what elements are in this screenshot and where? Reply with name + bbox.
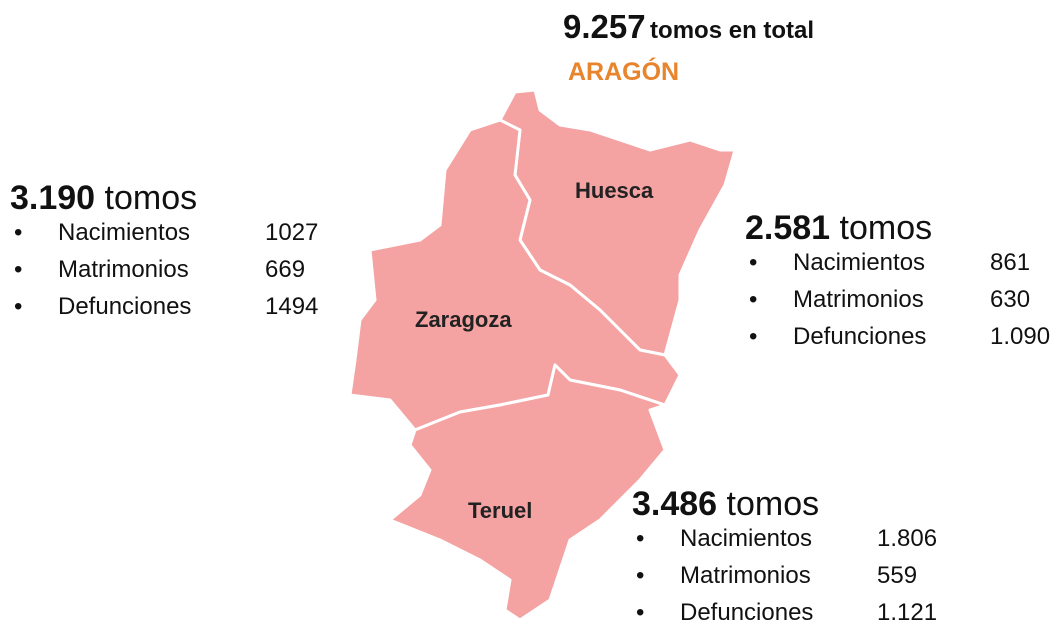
stats-block: 2.581 tomos • Nacimientos 861 • Matrimonios 63… xyxy=(745,208,1050,359)
stat-value: 1.121 xyxy=(877,599,938,626)
stat-value: 669 xyxy=(265,256,306,283)
stat-row: • Nacimientos 861 xyxy=(745,248,1030,285)
stat-label: Nacimientos xyxy=(58,219,191,246)
bullet: • xyxy=(14,293,23,320)
stat-label: Defunciones xyxy=(793,323,927,350)
stat-value: 1.806 xyxy=(877,525,938,552)
stat-row: • Defunciones 1.121 xyxy=(632,598,937,635)
stat-label: Matrimonios xyxy=(680,562,811,589)
bullet: • xyxy=(14,256,23,283)
block-title: 3.486 tomos xyxy=(632,484,819,524)
stat-label: Defunciones xyxy=(58,293,192,320)
bullet: • xyxy=(749,286,758,313)
block-total: 3.190 xyxy=(10,179,96,217)
block-unit: tomos xyxy=(726,485,820,523)
stat-value: 1.090 xyxy=(990,323,1051,350)
province-label: Zaragoza xyxy=(415,307,512,332)
block-title: 2.581 tomos xyxy=(745,208,932,248)
stats-block: 3.486 tomos • Nacimientos 1.806 • Matrimonios… xyxy=(632,484,937,635)
stat-value: 559 xyxy=(877,562,918,589)
stat-label: Nacimientos xyxy=(793,249,926,276)
stat-row: • Nacimientos 1027 xyxy=(10,218,318,255)
stat-label: Matrimonios xyxy=(793,286,924,313)
stat-label: Defunciones xyxy=(680,599,814,626)
block-total: 3.486 xyxy=(632,485,718,523)
stats-block: 3.190 tomos • Nacimientos 1027 • Matrimonios 6… xyxy=(10,178,318,329)
block-unit: tomos xyxy=(839,209,933,247)
block-total: 2.581 xyxy=(745,209,831,247)
bullet: • xyxy=(636,599,645,626)
stat-row: • Matrimonios 559 xyxy=(632,561,917,598)
stat-value: 861 xyxy=(990,249,1031,276)
header: 9.257 tomos en total xyxy=(563,8,814,46)
stat-label: Matrimonios xyxy=(58,256,189,283)
stat-row: • Defunciones 1.090 xyxy=(745,322,1050,359)
stat-label: Nacimientos xyxy=(680,525,813,552)
bullet: • xyxy=(14,219,23,246)
bullet: • xyxy=(749,249,758,276)
stat-row: • Defunciones 1494 xyxy=(10,292,318,329)
region-name: ARAGÓN xyxy=(568,58,680,86)
bullet: • xyxy=(636,525,645,552)
total-label: tomos en total xyxy=(650,17,815,44)
province-label: Teruel xyxy=(468,498,532,523)
stat-value: 1027 xyxy=(265,219,319,246)
stat-value: 1494 xyxy=(265,293,319,320)
bullet: • xyxy=(749,323,758,350)
province-label: Huesca xyxy=(575,178,654,203)
stat-row: • Matrimonios 669 xyxy=(10,255,305,292)
stat-value: 630 xyxy=(990,286,1031,313)
block-unit: tomos xyxy=(104,179,198,217)
teruel-region xyxy=(388,363,667,622)
block-title: 3.190 tomos xyxy=(10,178,197,218)
stat-row: • Matrimonios 630 xyxy=(745,285,1030,322)
stat-row: • Nacimientos 1.806 xyxy=(632,524,937,561)
bullet: • xyxy=(636,562,645,589)
total: 9.257 xyxy=(563,8,646,45)
